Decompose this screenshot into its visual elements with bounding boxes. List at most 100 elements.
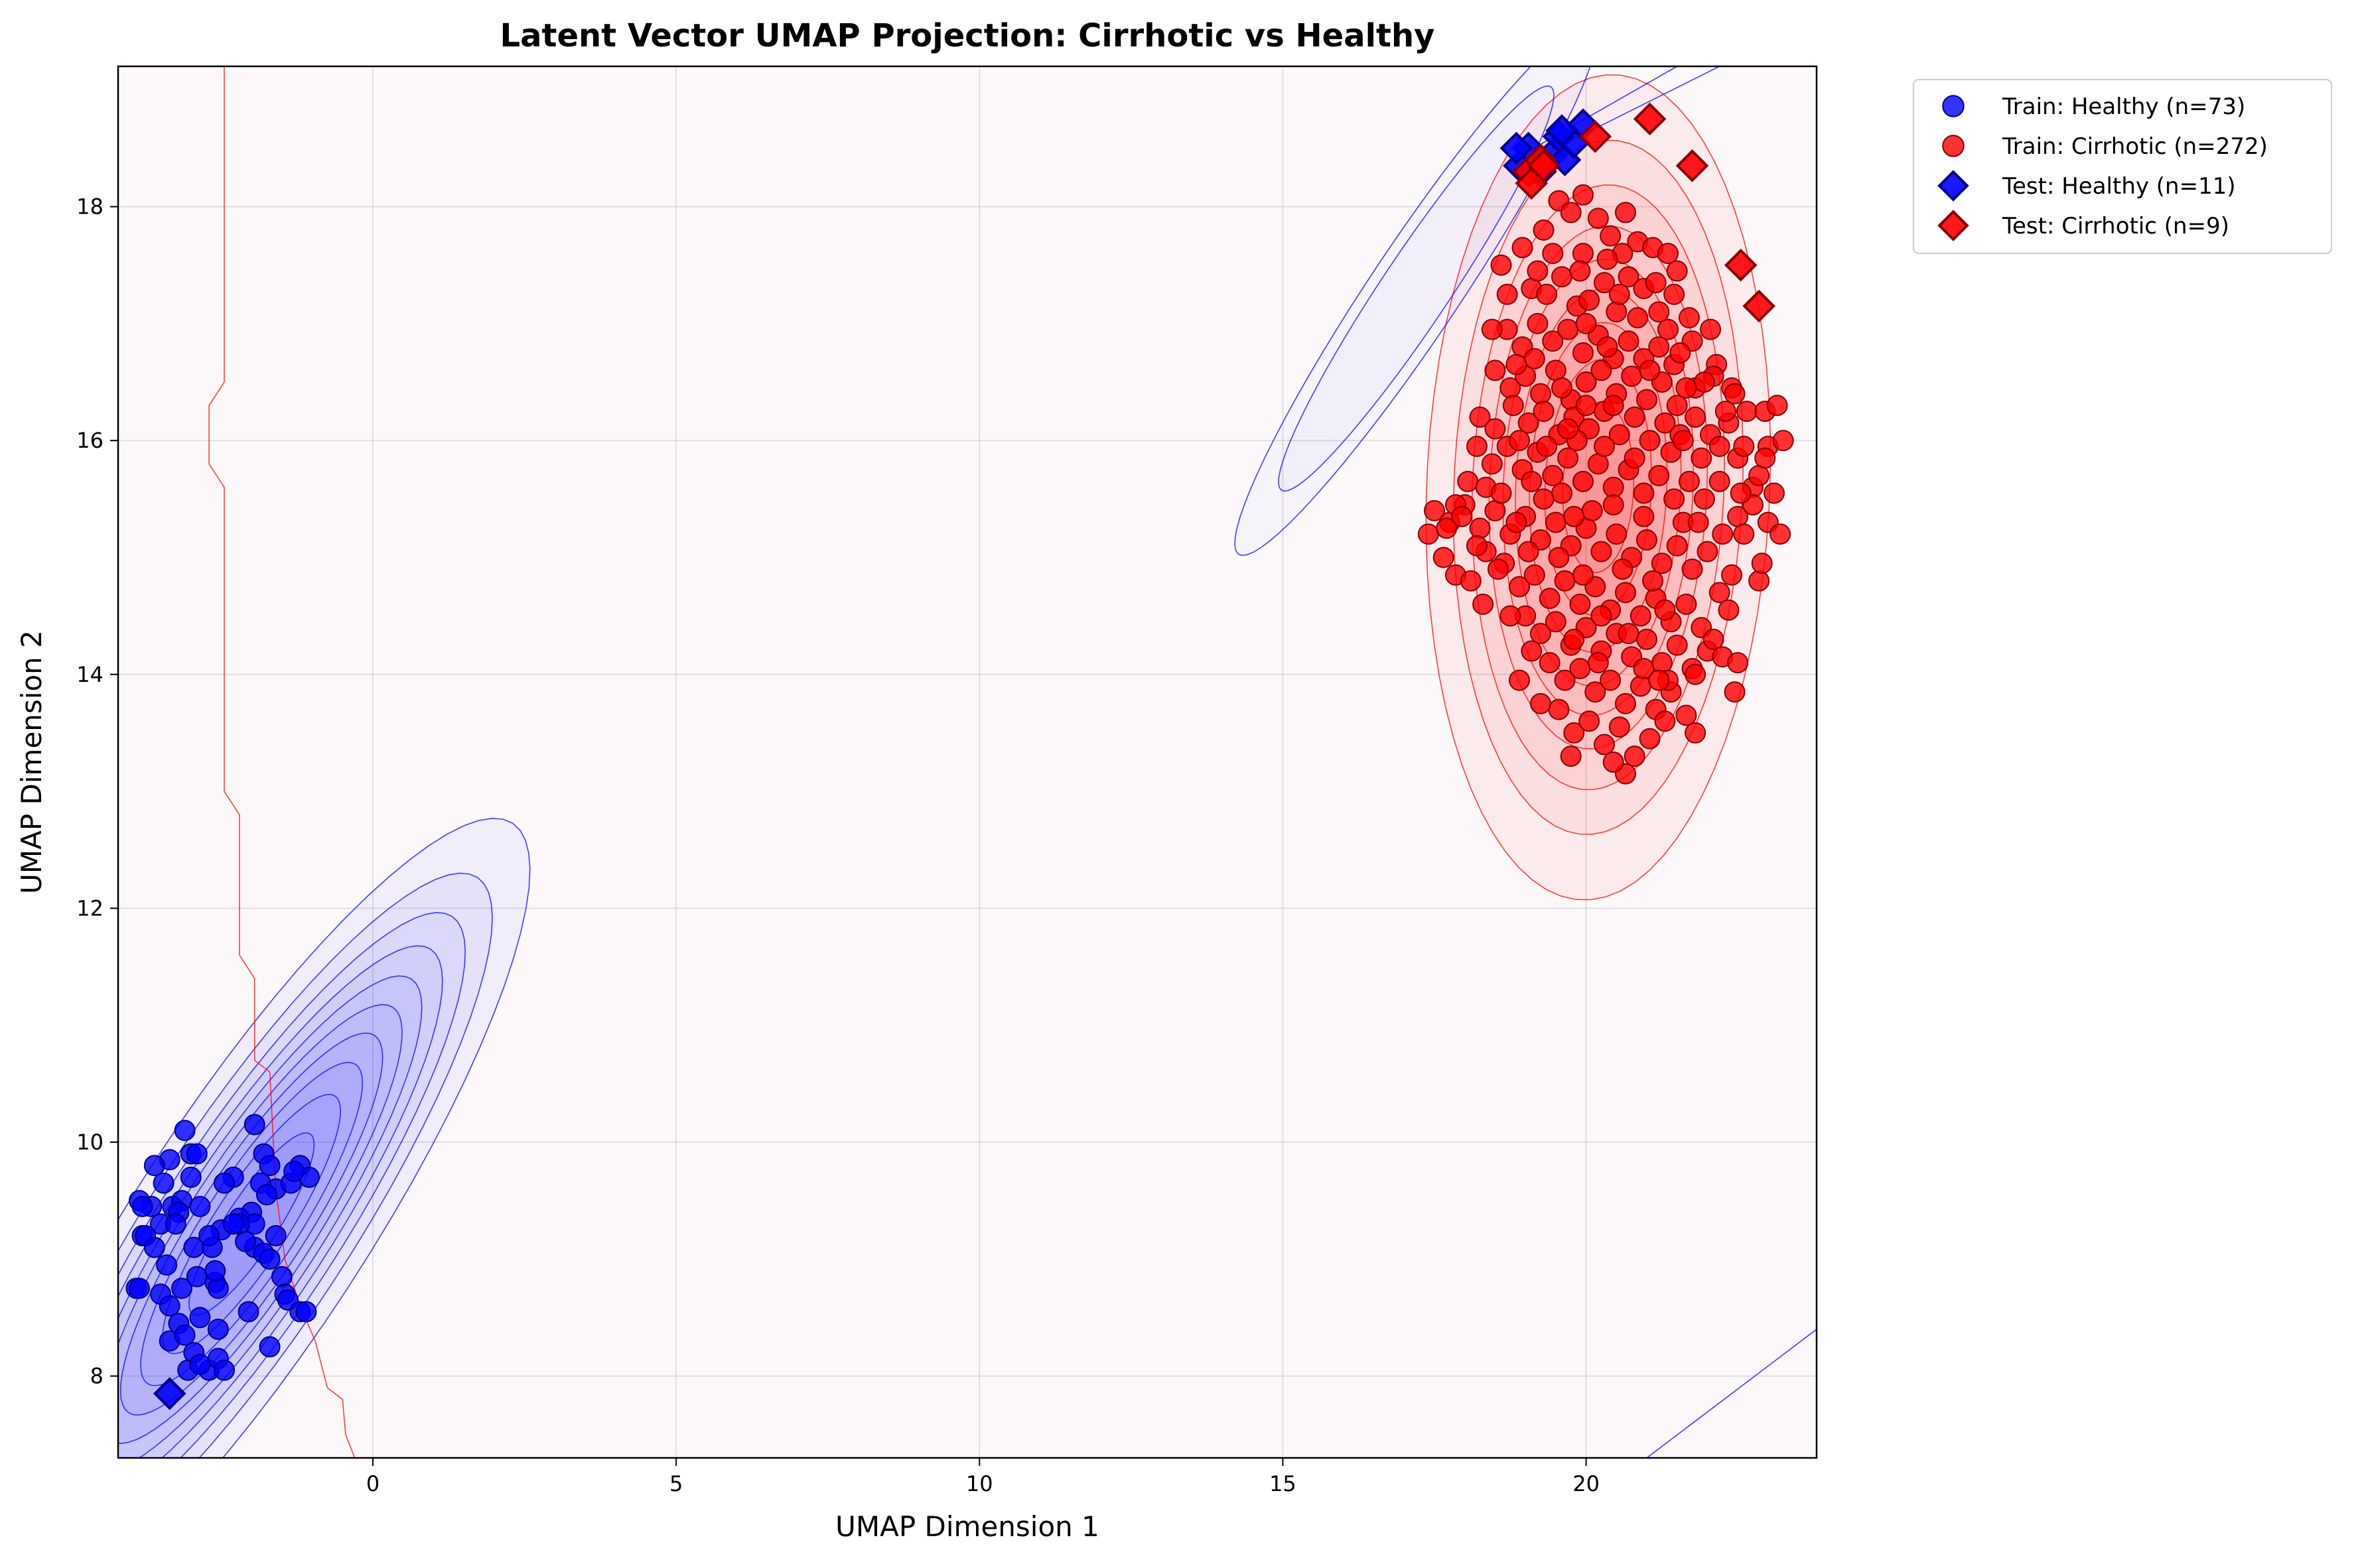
point-train_cirrhotic [1679,307,1700,329]
point-train_cirrhotic [1530,383,1551,405]
point-train_cirrhotic [1621,365,1643,387]
point-train_cirrhotic [1764,482,1785,504]
point-train_cirrhotic [1542,330,1564,352]
point-train_healthy [171,1277,192,1299]
legend-marker [1937,170,1969,202]
point-train_cirrhotic [1509,430,1530,452]
point-train_cirrhotic [1639,430,1661,452]
point-train_cirrhotic [1451,505,1473,527]
point-train_cirrhotic [1624,447,1645,469]
point-train_cirrhotic [1663,488,1685,510]
point-train_healthy [143,1236,165,1258]
point-train_cirrhotic [1575,312,1597,334]
point-train_cirrhotic [1572,243,1594,265]
point-train_cirrhotic [1530,692,1551,714]
point-train_cirrhotic [1587,208,1609,229]
point-train_cirrhotic [1569,593,1591,615]
point-train_cirrhotic [1481,318,1503,340]
point-train_cirrhotic [1708,582,1730,604]
point-train_cirrhotic [1527,312,1549,334]
point-train_healthy [129,1277,150,1299]
y-tick-label: 12 [76,895,104,921]
point-train_cirrhotic [1708,435,1730,457]
point-train_healthy [207,1277,229,1299]
point-train_healthy [259,1248,281,1270]
point-train_cirrhotic [1587,453,1609,475]
point-train_cirrhotic [1724,681,1746,703]
point-train_cirrhotic [1697,541,1718,562]
point-train_cirrhotic [1417,523,1439,545]
point-train_cirrhotic [1490,254,1512,276]
point-train_cirrhotic [1533,488,1555,510]
point-train_cirrhotic [1466,535,1488,556]
point-train_cirrhotic [1488,558,1509,580]
point-train_cirrhotic [1685,722,1706,744]
point-train_cirrhotic [1608,716,1630,738]
point-train_cirrhotic [1505,354,1527,375]
point-train_cirrhotic [1606,301,1628,323]
series-train_cirrhotic [1417,184,1794,785]
x-tick-label: 15 [1269,1471,1296,1496]
point-train_cirrhotic [1533,219,1555,241]
point-train_cirrhotic [1648,301,1670,323]
y-tick-label: 8 [90,1364,104,1389]
point-train_cirrhotic [1618,623,1639,645]
point-train_cirrhotic [1675,377,1697,399]
point-train_cirrhotic [1502,395,1524,417]
point-train_cirrhotic [1693,371,1715,393]
point-train_healthy [180,1166,202,1188]
point-train_healthy [207,1319,229,1340]
point-train_healthy [186,1266,208,1287]
point-train_cirrhotic [1511,237,1533,259]
axes: 0 5 10 15 20 8 10 12 14 16 18 [76,194,1600,1496]
point-train_cirrhotic [1633,482,1655,504]
point-train_cirrhotic [1517,412,1539,434]
point-train_cirrhotic [1608,424,1630,446]
point-train_cirrhotic [1584,681,1606,703]
point-train_cirrhotic [1590,605,1612,627]
point-train_cirrhotic [1484,359,1506,381]
point-train_healthy [183,1236,205,1258]
point-train_cirrhotic [1432,547,1454,568]
point-train_cirrhotic [1666,260,1688,282]
legend-label: Test: Healthy (n=11) [2002,173,2236,200]
point-train_cirrhotic [1615,202,1636,224]
point-train_cirrhotic [1654,412,1676,434]
point-train_cirrhotic [1636,628,1657,650]
point-train_cirrhotic [1590,359,1612,381]
point-train_cirrhotic [1572,342,1594,363]
point-train_cirrhotic [1517,541,1539,562]
point-train_cirrhotic [1499,605,1521,627]
point-train_cirrhotic [1624,746,1645,767]
point-train_cirrhotic [1602,395,1624,417]
point-train_cirrhotic [1563,722,1585,744]
x-tick-label: 20 [1572,1471,1600,1496]
point-train_cirrhotic [1679,470,1700,492]
point-train_cirrhotic [1481,453,1503,475]
point-train_cirrhotic [1618,266,1639,288]
point-train_cirrhotic [1557,447,1579,469]
point-train_cirrhotic [1702,628,1724,650]
point-train_cirrhotic [1539,588,1560,610]
point-train_cirrhotic [1718,599,1740,621]
point-train_cirrhotic [1569,260,1591,282]
point-train_healthy [189,1353,211,1375]
point-train_cirrhotic [1687,511,1709,533]
point-train_cirrhotic [1563,628,1585,650]
legend-label: Train: Healthy (n=73) [2002,94,2245,120]
point-train_cirrhotic [1666,535,1688,556]
point-train_cirrhotic [1769,523,1791,545]
point-train_cirrhotic [1675,593,1697,615]
point-train_cirrhotic [1551,377,1572,399]
point-train_healthy [189,1195,211,1217]
point-train_cirrhotic [1663,283,1685,305]
point-train_healthy [235,1230,256,1252]
point-train_cirrhotic [1469,406,1491,428]
point-train_cirrhotic [1578,710,1600,732]
point-train_cirrhotic [1484,418,1506,440]
density-contour-edge [1646,1329,1817,1458]
point-train_healthy [165,1213,186,1235]
point-train_cirrhotic [1654,710,1676,732]
point-train_cirrhotic [1627,307,1649,329]
density-contour-healthy-test [1278,85,1555,492]
